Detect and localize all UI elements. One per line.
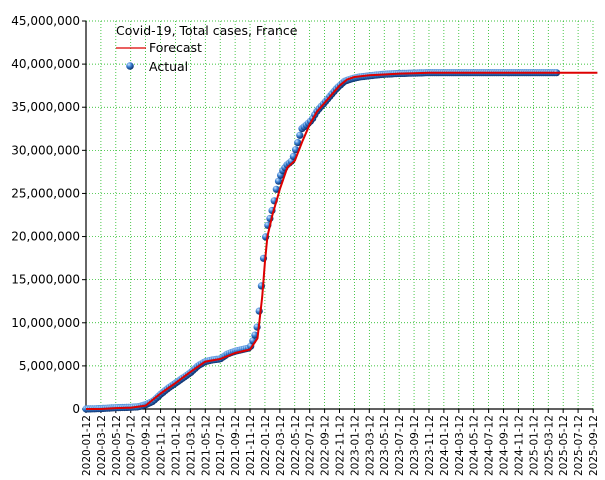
x-tick-label: 2021-05-12: [200, 415, 212, 476]
x-tick-label: 2023-01-12: [349, 415, 361, 476]
legend-actual-label: Actual: [149, 59, 188, 74]
y-tick-label: 35,000,000: [11, 100, 80, 114]
axes: [82, 20, 594, 413]
actual-point: [274, 177, 283, 185]
y-tick-label: 5,000,000: [19, 359, 80, 373]
series-forecast: [86, 71, 598, 410]
forecast-line: [86, 71, 598, 410]
x-tick-label: 2025-09-12: [588, 415, 600, 476]
y-tick-label: 25,000,000: [11, 186, 80, 200]
actual-point: [296, 131, 304, 139]
x-tick-labels: 2020-01-12 2020-03-12 2020-05-12 2020-07-12…: [81, 415, 600, 476]
y-tick-label: 20,000,000: [11, 230, 80, 244]
actual-point: [294, 139, 302, 147]
x-tick-label: 2023-05-12: [379, 415, 391, 476]
x-tick-label: 2023-03-12: [364, 415, 376, 476]
x-tick-label: 2020-11-12: [156, 415, 168, 476]
x-tick-label: 2020-01-12: [81, 415, 93, 476]
x-tick-label: 2025-01-12: [528, 415, 540, 476]
y-tick-labels: 0 5,000,000 10,000,000 15,000,000 20,000,000…: [11, 14, 80, 416]
x-tick-label: 2025-05-12: [558, 415, 570, 476]
x-tick-label: 2020-07-12: [126, 415, 138, 476]
x-tick-label: 2024-01-12: [439, 415, 451, 476]
x-tick-label: 2025-03-12: [543, 415, 555, 476]
x-tick-label: 2024-03-12: [454, 415, 466, 476]
grid: [86, 20, 594, 409]
x-tick-label: 2020-05-12: [111, 415, 123, 476]
x-tick-label: 2023-07-12: [394, 415, 406, 476]
x-tick-label: 2021-11-12: [245, 415, 257, 476]
y-tick-label: 30,000,000: [11, 143, 80, 157]
x-tick-label: 2022-05-12: [290, 415, 302, 476]
x-tick-label: 2022-03-12: [275, 415, 287, 476]
x-tick-label: 2025-07-12: [573, 415, 585, 476]
x-tick-label: 2022-01-12: [260, 415, 272, 476]
legend-actual-marker: [126, 62, 134, 70]
y-tick-label: 40,000,000: [11, 57, 80, 71]
chart-title: Covid-19, Total cases, France: [116, 23, 298, 38]
y-tick-label: 15,000,000: [11, 273, 80, 287]
actual-point: [272, 185, 280, 193]
x-tick-label: 2021-09-12: [230, 415, 242, 476]
legend: Covid-19, Total cases, France Forecast A…: [116, 23, 298, 74]
x-tick-label: 2021-07-12: [215, 415, 227, 476]
x-tick-label: 2021-01-12: [170, 415, 182, 476]
x-tick-label: 2024-11-12: [513, 415, 525, 476]
x-tick-label: 2024-07-12: [484, 415, 496, 476]
plot-background: [86, 21, 593, 409]
legend-forecast-label: Forecast: [149, 40, 202, 55]
x-tick-label: 2024-05-12: [469, 415, 481, 476]
x-tick-label: 2024-09-12: [499, 415, 511, 476]
y-tick-label: 45,000,000: [11, 14, 80, 28]
x-tick-label: 2020-09-12: [141, 415, 153, 476]
y-tick-label: 10,000,000: [11, 316, 80, 330]
x-tick-label: 2022-11-12: [335, 415, 347, 476]
x-tick-label: 2020-03-12: [96, 415, 108, 476]
x-tick-label: 2023-11-12: [424, 415, 436, 476]
x-tick-label: 2021-03-12: [185, 415, 197, 476]
x-tick-label: 2022-09-12: [320, 415, 332, 476]
y-tick-label: 0: [72, 402, 80, 416]
x-tick-label: 2022-07-12: [305, 415, 317, 476]
x-tick-label: 2023-09-12: [409, 415, 421, 476]
